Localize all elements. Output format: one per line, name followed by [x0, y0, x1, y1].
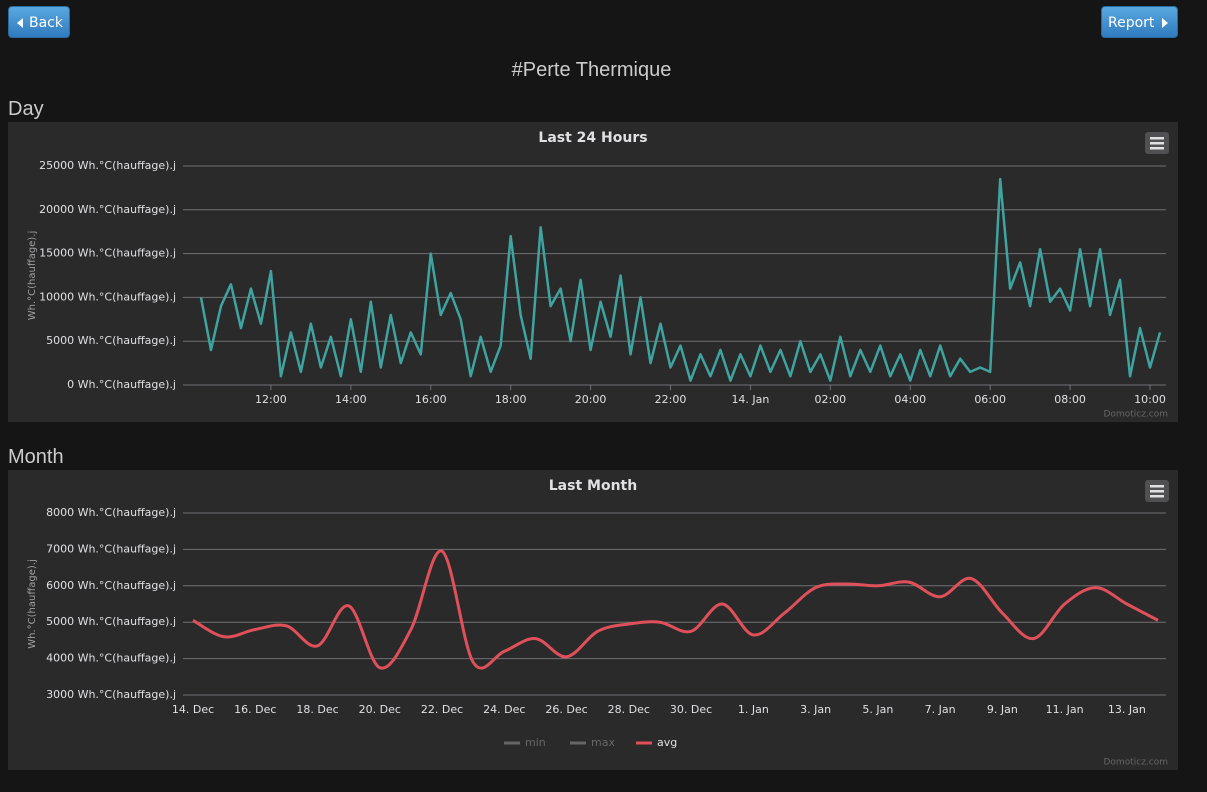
x-tick-label: 3. Jan [800, 703, 831, 716]
y-tick-label: 25000 Wh.°C(hauffage).j [39, 159, 176, 172]
legend-label[interactable]: min [525, 736, 546, 749]
y-tick-label: 3000 Wh.°C(hauffage).j [46, 688, 176, 701]
x-tick-label: 16:00 [415, 393, 447, 406]
menu-icon-bar[interactable] [1150, 142, 1164, 145]
x-tick-label: 16. Dec [234, 703, 276, 716]
x-tick-label: 20:00 [575, 393, 607, 406]
page-title: #Perte Thermique [511, 59, 672, 81]
chart-panel [8, 122, 1178, 422]
y-tick-label: 5000 Wh.°C(hauffage).j [46, 615, 176, 628]
x-tick-label: 26. Dec [545, 703, 587, 716]
section-heading: Day [8, 98, 44, 120]
x-tick-label: 11. Jan [1046, 703, 1084, 716]
menu-icon-bar[interactable] [1150, 147, 1164, 150]
credits: Domoticz.com [1104, 410, 1169, 420]
x-tick-label: 06:00 [974, 393, 1006, 406]
back-label[interactable]: Back [29, 15, 63, 31]
y-tick-label: 20000 Wh.°C(hauffage).j [39, 203, 176, 216]
y-tick-label: 0 Wh.°C(hauffage).j [67, 378, 176, 391]
y-tick-label: 5000 Wh.°C(hauffage).j [46, 334, 176, 347]
chart-title: Last Month [549, 478, 637, 494]
y-tick-label: 8000 Wh.°C(hauffage).j [46, 506, 176, 519]
y-axis-title: Wh.°C(hauffage).j [27, 231, 38, 320]
report-button[interactable]: Report [1101, 6, 1178, 38]
credits: Domoticz.com [1104, 758, 1169, 768]
menu-icon-bar[interactable] [1150, 495, 1164, 498]
menu-icon-bar[interactable] [1150, 490, 1164, 493]
x-tick-label: 9. Jan [987, 703, 1018, 716]
x-tick-label: 02:00 [814, 393, 846, 406]
x-tick-label: 22. Dec [421, 703, 463, 716]
y-tick-label: 4000 Wh.°C(hauffage).j [46, 652, 176, 665]
y-axis-title: Wh.°C(hauffage).j [27, 559, 38, 648]
y-tick-label: 10000 Wh.°C(hauffage).j [39, 290, 176, 303]
x-tick-label: 12:00 [255, 393, 287, 406]
section-heading: Month [8, 446, 64, 468]
x-tick-label: 08:00 [1054, 393, 1086, 406]
chart-panel [8, 470, 1178, 770]
chart-title: Last 24 Hours [538, 130, 647, 146]
legend-label[interactable]: max [591, 736, 615, 749]
series-line [199, 177, 1162, 382]
x-tick-label: 18. Dec [296, 703, 338, 716]
x-tick-label: 22:00 [655, 393, 687, 406]
x-tick-label: 14. Jan [731, 393, 769, 406]
back-button[interactable]: Back [8, 6, 70, 38]
menu-icon-bar[interactable] [1150, 137, 1164, 140]
series-line [192, 549, 1159, 670]
y-tick-label: 15000 Wh.°C(hauffage).j [39, 247, 176, 260]
x-tick-label: 13. Jan [1108, 703, 1146, 716]
legend-label[interactable]: avg [657, 736, 677, 749]
x-tick-label: 18:00 [495, 393, 527, 406]
y-tick-label: 7000 Wh.°C(hauffage).j [46, 542, 176, 555]
y-tick-label: 6000 Wh.°C(hauffage).j [46, 579, 176, 592]
x-tick-label: 14:00 [335, 393, 367, 406]
x-tick-label: 28. Dec [608, 703, 650, 716]
x-tick-label: 14. Dec [172, 703, 214, 716]
menu-icon-bar[interactable] [1150, 485, 1164, 488]
x-tick-label: 10:00 [1134, 393, 1166, 406]
x-tick-label: 30. Dec [670, 703, 712, 716]
x-tick-label: 1. Jan [738, 703, 769, 716]
x-tick-label: 04:00 [894, 393, 926, 406]
x-tick-label: 24. Dec [483, 703, 525, 716]
x-tick-label: 20. Dec [359, 703, 401, 716]
report-label[interactable]: Report [1108, 15, 1155, 31]
x-tick-label: 7. Jan [925, 703, 956, 716]
x-tick-label: 5. Jan [862, 703, 893, 716]
